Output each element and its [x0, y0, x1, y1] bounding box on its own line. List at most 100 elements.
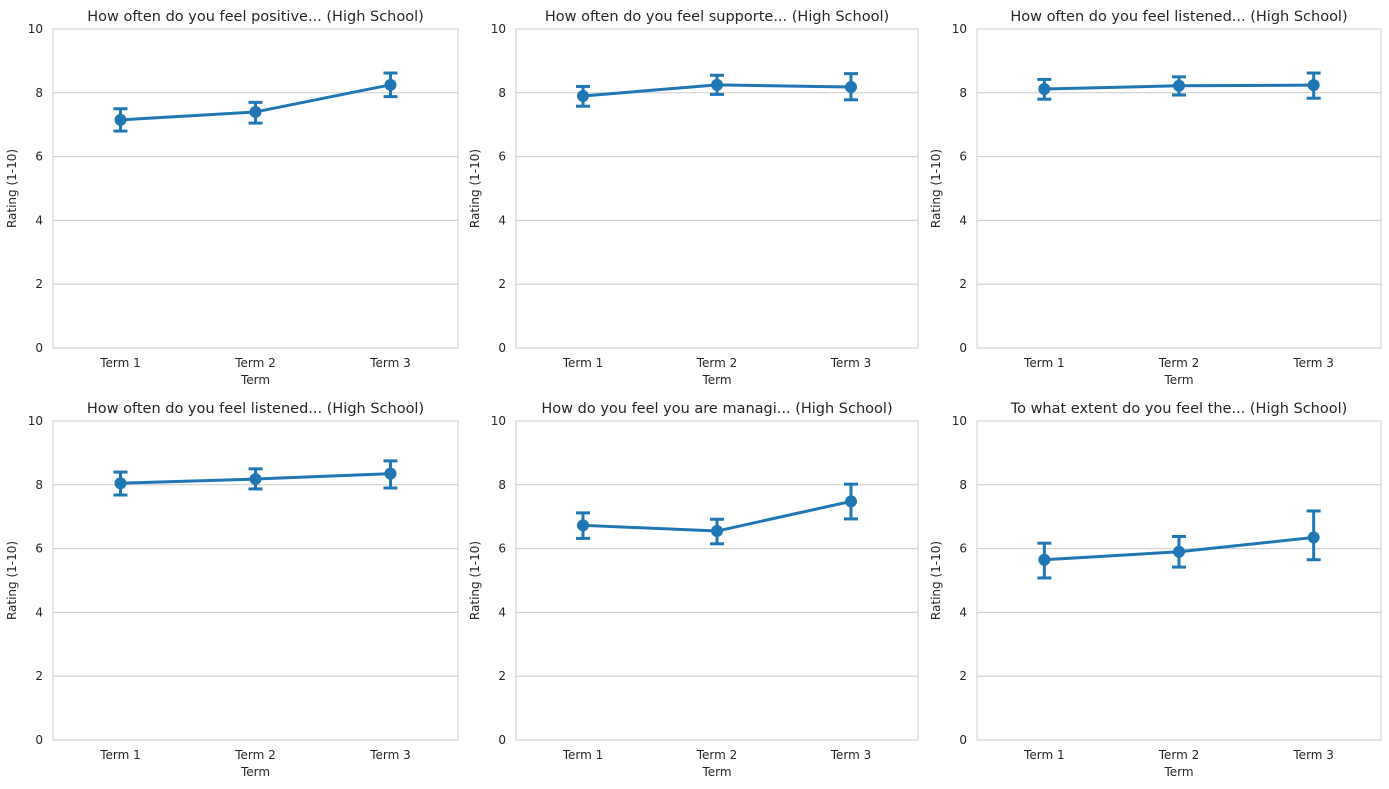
chart-title: How often do you feel supporte... (High … [545, 9, 889, 25]
data-point [1307, 79, 1320, 92]
chart-title: How often do you feel listened... (High … [87, 401, 424, 417]
x-tick-label: Term 2 [696, 356, 738, 370]
y-tick-label: 6 [35, 150, 43, 164]
x-tick-label: Term 1 [562, 356, 604, 370]
y-tick-label: 10 [28, 22, 43, 36]
y-tick-label: 2 [498, 277, 506, 291]
y-tick-label: 2 [959, 277, 967, 291]
x-tick-label: Term 2 [234, 748, 276, 762]
data-point [1173, 79, 1185, 92]
y-tick-label: 4 [498, 213, 506, 227]
y-tick-label: 10 [491, 22, 506, 36]
y-axis-label: Rating (1-10) [929, 541, 943, 620]
x-tick-label: Term 3 [369, 356, 411, 370]
x-tick-label: Term 2 [696, 748, 738, 762]
y-tick-label: 0 [498, 341, 506, 355]
data-point [249, 105, 262, 118]
data-point [845, 495, 857, 508]
data-point [384, 78, 397, 91]
x-axis-label: Term [701, 373, 731, 387]
y-tick-label: 8 [959, 86, 967, 100]
y-tick-label: 8 [35, 86, 43, 100]
x-axis-label: Term [1163, 373, 1193, 387]
y-axis-label: Rating (1-10) [5, 149, 19, 228]
x-tick-label: Term 1 [99, 356, 141, 370]
y-tick-label: 6 [498, 542, 506, 556]
data-point [1173, 545, 1185, 558]
plot-frame [52, 420, 459, 741]
y-axis-label: Rating (1-10) [5, 541, 19, 620]
chart-panel: 0 2 4 6 8 10 Term 1 Term 2 Term 3 How often do yo… [5, 9, 459, 387]
y-axis-label: Rating (1-10) [468, 541, 482, 620]
data-point [577, 89, 589, 102]
y-tick-label: 0 [35, 341, 43, 355]
data-point [711, 525, 723, 538]
chart-panel: 0 2 4 6 8 10 Term 1 Term 2 Term 3 How often do yo… [929, 9, 1382, 387]
chart-panel: 0 2 4 6 8 10 Term 1 Term 2 Term 3 How often do yo… [5, 401, 459, 779]
y-tick-label: 6 [35, 542, 43, 556]
x-tick-label: Term 1 [1023, 356, 1065, 370]
x-axis-label: Term [240, 765, 270, 779]
data-point [384, 467, 397, 480]
x-tick-label: Term 1 [99, 748, 141, 762]
data-point [1307, 531, 1320, 544]
data-point [249, 473, 262, 486]
data-point [711, 78, 723, 91]
y-tick-label: 4 [498, 605, 506, 619]
y-tick-label: 10 [952, 22, 967, 36]
y-tick-label: 2 [959, 669, 967, 683]
y-tick-label: 2 [35, 277, 43, 291]
data-point [1038, 82, 1051, 95]
y-tick-label: 0 [959, 733, 967, 747]
data-point [577, 519, 589, 532]
x-axis-label: Term [1163, 765, 1193, 779]
plot-frame [976, 420, 1382, 741]
chart-panel: 0 2 4 6 8 10 Term 1 Term 2 Term 3 How often do yo… [468, 9, 919, 387]
x-tick-label: Term 3 [830, 748, 872, 762]
plot-frame [52, 28, 459, 349]
x-tick-label: Term 1 [562, 748, 604, 762]
y-tick-label: 6 [498, 150, 506, 164]
y-tick-label: 0 [959, 341, 967, 355]
y-tick-label: 10 [952, 414, 967, 428]
plot-frame [976, 28, 1382, 349]
data-point [845, 81, 857, 94]
plot-frame [515, 28, 919, 349]
y-axis-label: Rating (1-10) [468, 149, 482, 228]
y-tick-label: 2 [35, 669, 43, 683]
chart-title: How often do you feel listened... (High … [1010, 9, 1347, 25]
y-tick-label: 4 [35, 605, 43, 619]
x-tick-label: Term 2 [234, 356, 276, 370]
y-tick-label: 10 [28, 414, 43, 428]
x-tick-label: Term 3 [830, 356, 872, 370]
x-axis-label: Term [240, 373, 270, 387]
chart-title: To what extent do you feel the... (High … [1010, 401, 1348, 417]
chart-title: How do you feel you are managi... (High … [541, 401, 892, 417]
y-tick-label: 0 [498, 733, 506, 747]
y-tick-label: 4 [959, 605, 967, 619]
y-tick-label: 4 [959, 213, 967, 227]
y-tick-label: 0 [35, 733, 43, 747]
plot-frame [515, 420, 919, 741]
y-tick-label: 8 [498, 478, 506, 492]
chart-title: How often do you feel positive... (High … [87, 9, 424, 25]
data-point [1038, 553, 1051, 566]
y-axis-label: Rating (1-10) [929, 149, 943, 228]
x-tick-label: Term 3 [1292, 748, 1334, 762]
chart-panel: 0 2 4 6 8 10 Term 1 Term 2 Term 3 How do you feel… [468, 401, 919, 779]
x-tick-label: Term 1 [1023, 748, 1065, 762]
y-tick-label: 4 [35, 213, 43, 227]
x-tick-label: Term 2 [1158, 356, 1200, 370]
data-point [114, 113, 127, 126]
x-axis-label: Term [701, 765, 731, 779]
y-tick-label: 6 [959, 150, 967, 164]
x-tick-label: Term 3 [1292, 356, 1334, 370]
y-tick-label: 10 [491, 414, 506, 428]
y-tick-label: 6 [959, 542, 967, 556]
y-tick-label: 8 [959, 478, 967, 492]
chart-panel: 0 2 4 6 8 10 Term 1 Term 2 Term 3 To what extent … [929, 401, 1382, 779]
y-tick-label: 2 [498, 669, 506, 683]
x-tick-label: Term 2 [1158, 748, 1200, 762]
y-tick-label: 8 [35, 478, 43, 492]
